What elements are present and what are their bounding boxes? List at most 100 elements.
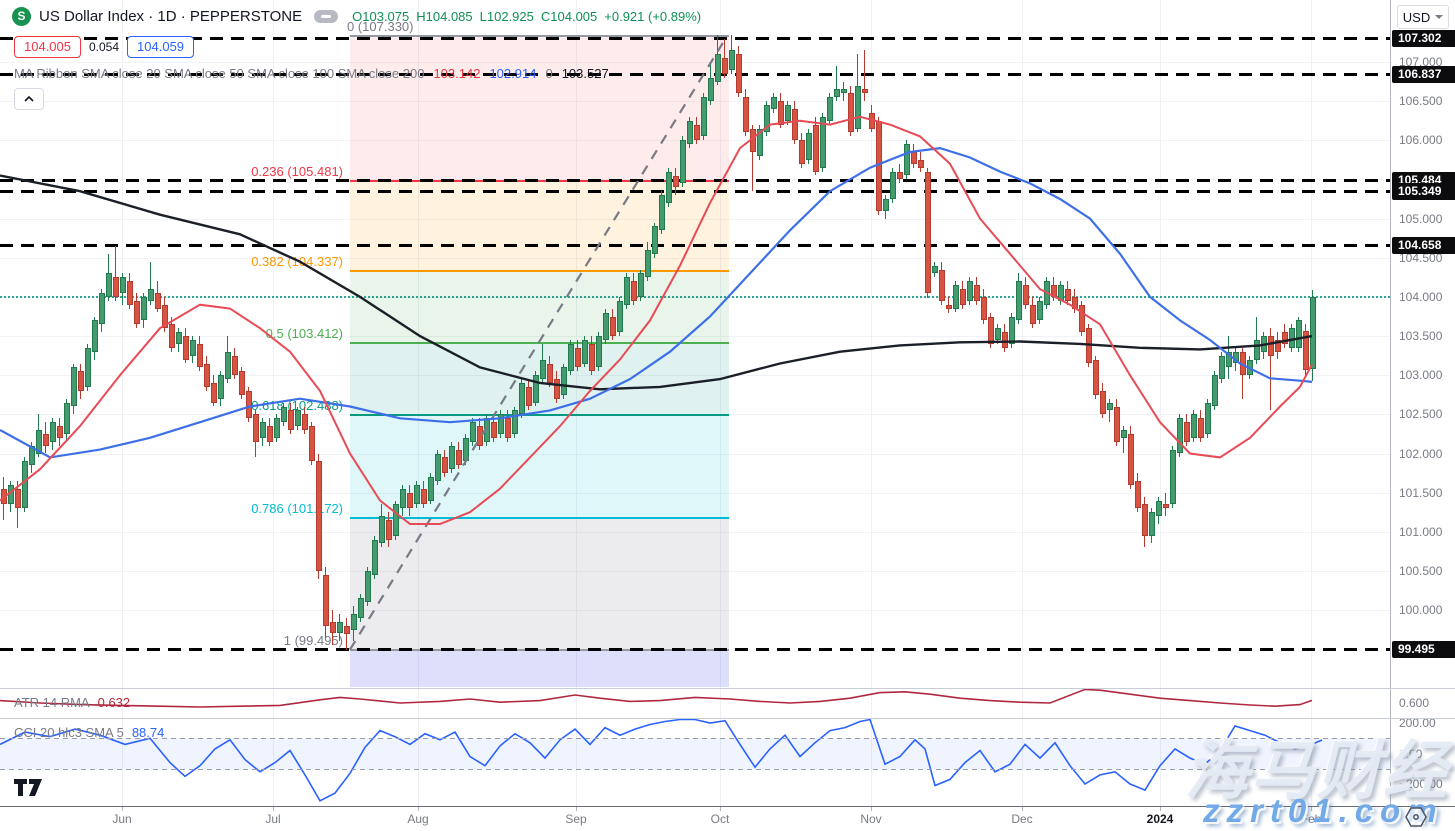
pane-separator[interactable] [0,688,1455,689]
fib-level-line[interactable] [350,269,729,272]
candle-body [1142,504,1148,536]
fib-level-label: 1 (99.495) [283,632,343,648]
candle-body [386,520,392,540]
fib-level-line[interactable] [350,414,729,417]
candle-body [302,414,308,430]
fib-level-line[interactable] [350,341,729,344]
candle-body [946,304,952,309]
price-level-line[interactable] [0,189,1390,193]
time-axis-label: Feb [1300,812,1322,826]
candle-body [477,426,483,446]
candle-body [862,89,868,94]
price-level-line[interactable] [0,36,1390,40]
candle-body [1282,332,1288,344]
fib-band [350,180,729,271]
fib-level-label: 0 (107.330) [347,19,414,34]
grid-line-vertical [1022,0,1023,806]
candle-body [1191,414,1197,438]
candle-body [260,422,266,438]
cci-axis-label: −200.00 [1399,777,1443,791]
candle-body [883,199,889,211]
candle-body [407,492,413,509]
time-axis-label: 2024 [1146,812,1174,826]
candle-body [225,351,231,380]
cci-legend[interactable]: CCI 20 hlc3 SMA 5 88.74 [14,725,164,740]
candle-body [1016,281,1022,321]
candle-body [456,449,462,466]
sell-price-button[interactable]: 104.005 [14,36,81,58]
atr-axis-label: 0.600 [1399,696,1430,710]
fib-level-label: 0.786 (101.172) [251,501,343,517]
candle-body [1,488,7,505]
collapse-indicator-button[interactable] [14,88,44,110]
time-axis-tick [1311,807,1312,811]
candle-body [1163,504,1169,509]
fib-level-line[interactable] [350,517,729,520]
chevron-down-icon [1435,15,1444,19]
candle-body [750,128,756,153]
pane-settings-icon[interactable] [1404,806,1428,828]
price-axis[interactable]: 107.000106.500106.000105.500105.000104.5… [1390,0,1455,806]
time-axis-tick [418,807,419,811]
candle-body [869,112,875,129]
fib-level-label: 0.236 (105.481) [251,163,343,179]
candle-body [960,289,966,305]
atr-legend[interactable]: ATR 14 RMA 0.632 [14,695,130,710]
price-level-line[interactable] [0,179,1390,183]
candle-body [1233,351,1239,364]
candle-body [1044,281,1050,305]
candle-body [204,363,210,387]
candle-body [274,418,280,438]
price-level-label: 104.658 [1392,236,1455,254]
price-level-line[interactable] [0,648,1390,652]
cci-band [0,738,1390,769]
candle-body [1030,304,1036,325]
candle-body [78,371,84,391]
candle-body [1009,316,1015,344]
candle-body [827,97,833,121]
time-axis[interactable]: Jun Jul Aug Sep Oct Nov Dec 2024 Feb [0,806,1455,831]
symbol-title[interactable]: US Dollar Index · 1D · PEPPERSTONE [39,7,303,25]
candle-body [897,171,903,180]
buy-price-button[interactable]: 104.059 [127,36,195,58]
tradingview-logo[interactable] [13,778,43,797]
candle-body [1170,449,1176,505]
candle-wick [836,65,837,102]
candle-body [92,320,98,352]
candle-body [771,97,777,109]
candle-body [281,406,287,423]
candle-body [1219,355,1225,380]
candle-body [365,571,371,603]
price-axis-label: 107.000 [1399,55,1443,69]
currency-selector[interactable]: USD [1397,5,1449,29]
candle-body [995,328,1001,340]
candle-body [813,124,819,172]
candle-body [1072,296,1078,309]
fib-extension-band [350,649,729,687]
candle-body [169,324,175,348]
time-axis-tick [1160,807,1161,811]
ma-ribbon-value-sma200: 103.527 [561,66,609,81]
candle-body [638,273,644,297]
candle-body [435,453,441,481]
time-axis-label: Jul [265,812,281,826]
candle-body [617,300,623,333]
price-level-line[interactable] [0,243,1390,247]
candle-body [1121,430,1127,438]
quote-panel: 104.005 0.054 104.059 [14,36,195,58]
chart-pane[interactable]: 0 (107.330) 0.236 (105.481) 0.382 (104.337… [0,0,1390,831]
candle-body [1261,336,1267,352]
pane-separator[interactable] [0,718,1455,719]
candle-body [743,97,749,133]
candle-body [687,120,693,145]
cci-value: 88.74 [131,725,165,740]
price-axis-label: 101.500 [1399,485,1443,500]
candle-body [1303,330,1309,371]
candle-body [624,277,630,305]
visibility-toggle-icon[interactable] [314,9,339,23]
candle-body [540,359,546,380]
ma-ribbon-legend[interactable]: MA Ribbon SMA close 20 SMA close 50 SMA … [14,66,609,81]
candle-body [680,140,686,184]
candle-body [379,516,385,544]
price-axis-label: 100.500 [1399,564,1443,578]
